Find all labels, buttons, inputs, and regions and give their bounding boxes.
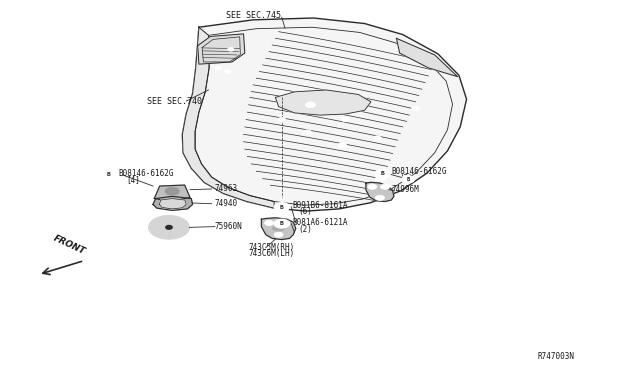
Text: [4]: [4] xyxy=(126,175,140,184)
Circle shape xyxy=(374,136,381,140)
Text: (2): (2) xyxy=(298,225,312,234)
Circle shape xyxy=(278,117,285,122)
Circle shape xyxy=(166,225,172,229)
Text: 743C5M(RH): 743C5M(RH) xyxy=(248,243,295,252)
Ellipse shape xyxy=(272,226,285,231)
Text: B: B xyxy=(280,205,284,209)
Text: (6): (6) xyxy=(298,207,312,216)
Circle shape xyxy=(401,176,414,183)
Circle shape xyxy=(274,219,289,228)
Text: SEE SEC.745: SEE SEC.745 xyxy=(227,11,282,20)
Text: R747003N: R747003N xyxy=(538,352,575,361)
Text: SEE SEC.740: SEE SEC.740 xyxy=(147,97,202,106)
Text: B: B xyxy=(280,221,284,226)
Circle shape xyxy=(338,143,347,148)
Text: B081A6-6121A: B081A6-6121A xyxy=(292,218,348,227)
Circle shape xyxy=(412,106,419,111)
Text: B08146-6162G: B08146-6162G xyxy=(118,169,173,177)
Circle shape xyxy=(375,169,390,178)
Text: 74996M: 74996M xyxy=(392,185,419,194)
Circle shape xyxy=(376,195,385,201)
Circle shape xyxy=(100,170,116,179)
Text: 75960N: 75960N xyxy=(214,222,242,231)
Circle shape xyxy=(228,48,234,51)
Circle shape xyxy=(303,130,312,135)
Polygon shape xyxy=(396,38,458,77)
Polygon shape xyxy=(182,18,467,211)
Circle shape xyxy=(264,220,273,225)
Circle shape xyxy=(148,215,189,239)
Circle shape xyxy=(368,184,377,189)
Text: B: B xyxy=(406,177,410,182)
Polygon shape xyxy=(159,199,186,209)
Polygon shape xyxy=(154,185,190,201)
Circle shape xyxy=(376,176,386,182)
Text: B08146-6162G: B08146-6162G xyxy=(392,167,447,176)
Polygon shape xyxy=(275,90,371,115)
Polygon shape xyxy=(198,34,245,64)
Text: B091B6-8161A: B091B6-8161A xyxy=(292,201,348,210)
Circle shape xyxy=(381,184,390,189)
Text: (2): (2) xyxy=(399,174,413,183)
Circle shape xyxy=(165,187,179,195)
Circle shape xyxy=(225,70,231,73)
Circle shape xyxy=(215,66,221,70)
Circle shape xyxy=(274,232,283,237)
Polygon shape xyxy=(182,27,274,208)
Text: 743C6M(LH): 743C6M(LH) xyxy=(248,250,295,259)
Text: FRONT: FRONT xyxy=(51,234,86,256)
Polygon shape xyxy=(261,218,296,240)
Text: B: B xyxy=(107,173,110,177)
Circle shape xyxy=(274,203,289,211)
Text: 74963: 74963 xyxy=(214,184,237,193)
Circle shape xyxy=(280,220,289,225)
Circle shape xyxy=(342,117,349,122)
Polygon shape xyxy=(366,182,394,202)
Polygon shape xyxy=(153,196,193,211)
Circle shape xyxy=(305,102,316,108)
Text: 74940: 74940 xyxy=(214,199,237,208)
Text: B: B xyxy=(381,171,385,176)
